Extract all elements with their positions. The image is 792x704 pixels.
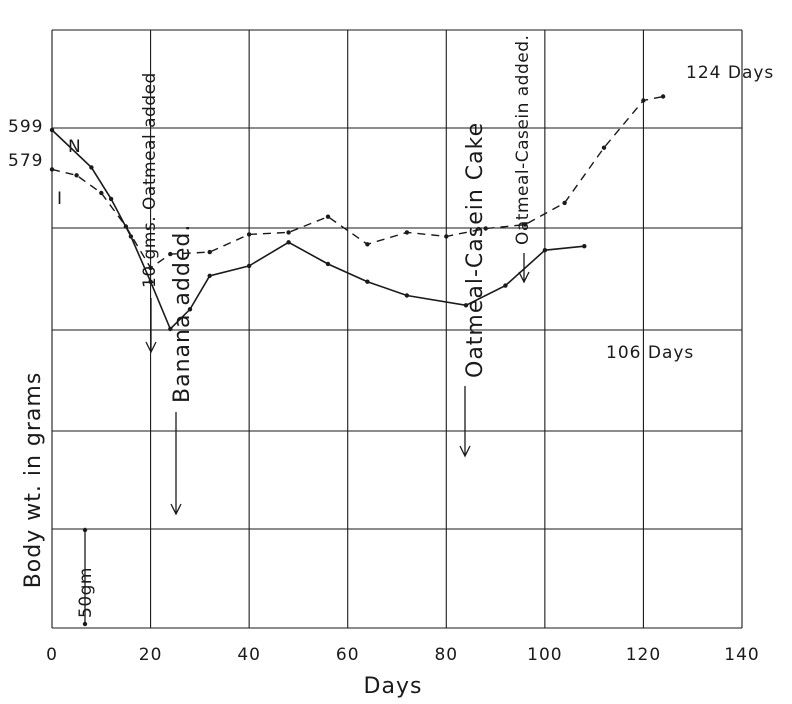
data-point-i-4 [148, 265, 153, 271]
data-point-i-2 [99, 190, 104, 196]
data-point-n-12 [404, 293, 410, 298]
data-point-n-13 [463, 303, 469, 308]
plot-grid [51, 29, 743, 629]
y-axis-label: Body wt. in grams [21, 372, 46, 589]
data-point-i-12 [444, 234, 449, 239]
data-point-i-18 [660, 94, 666, 99]
annotation-banana-arrow [170, 412, 182, 516]
data-point-n-10 [325, 261, 331, 267]
x-axis-label: Days [364, 674, 423, 699]
annotation-casein-arrow [518, 253, 530, 284]
series-line-n [51, 129, 585, 331]
data-point-n-3 [128, 234, 134, 239]
series-n [49, 127, 587, 332]
x-tick-20: 20 [139, 645, 163, 665]
x-tick-100: 100 [527, 645, 562, 665]
x-tick-labels: 0 20 40 60 80 100 120 140 [46, 645, 759, 665]
annotation-oatmeal-casein-added: Oatmeal-Casein added. [513, 35, 533, 245]
data-point-i-6 [207, 249, 212, 255]
data-point-i-3 [123, 224, 129, 229]
x-tick-140: 140 [724, 645, 759, 665]
series-i-end-label: 124 Days [686, 63, 774, 83]
data-point-n-8 [246, 263, 252, 269]
annotation-oatmeal-added: 10 gms. Oatmeal added [140, 72, 160, 288]
annotation-cake-arrow [459, 386, 471, 458]
data-point-i-17 [641, 98, 646, 103]
x-tick-60: 60 [336, 645, 360, 665]
data-point-i-0 [49, 167, 55, 172]
data-point-i-11 [404, 230, 410, 235]
annotation-oatmeal-arrow [145, 298, 157, 354]
annotation-banana-added: Banana added. [170, 224, 195, 403]
y-start-label-i: 579 [8, 151, 43, 171]
data-point-i-8 [286, 230, 291, 235]
data-point-i-9 [325, 214, 331, 219]
series-label-n: N [68, 137, 82, 157]
scale-label-50gm: 50gm [76, 567, 96, 618]
data-point-i-15 [562, 200, 567, 206]
series-n-end-label: 106 Days [606, 343, 694, 363]
scale-marker-top [82, 527, 88, 533]
data-point-i-7 [246, 232, 252, 237]
data-point-i-13 [483, 226, 488, 231]
data-point-i-10 [365, 242, 370, 247]
data-point-n-4 [148, 279, 153, 284]
data-point-n-11 [365, 279, 370, 284]
data-point-n-14 [503, 283, 508, 288]
data-point-i-14 [522, 222, 528, 227]
scale-marker-bottom [82, 621, 88, 627]
x-tick-120: 120 [626, 645, 661, 665]
data-point-n-9 [286, 240, 291, 245]
y-start-label-n: 599 [8, 117, 43, 137]
data-point-n-2 [108, 196, 114, 202]
data-point-n-7 [207, 273, 212, 278]
data-point-n-15 [542, 248, 548, 253]
x-tick-0: 0 [46, 645, 58, 665]
data-point-n-6 [187, 307, 193, 312]
data-point-n-0 [49, 127, 55, 133]
data-point-n-5 [168, 326, 173, 332]
x-tick-40: 40 [237, 645, 261, 665]
annotation-oatmeal-casein-cake: Oatmeal-Casein Cake [463, 122, 488, 378]
x-tick-80: 80 [434, 645, 458, 665]
data-point-n-16 [582, 244, 587, 249]
data-point-i-5 [168, 251, 173, 257]
data-point-i-1 [74, 173, 79, 178]
data-point-i-16 [601, 145, 607, 150]
data-point-n-1 [89, 165, 94, 170]
series-i [49, 94, 666, 271]
series-label-i: I [57, 189, 63, 209]
